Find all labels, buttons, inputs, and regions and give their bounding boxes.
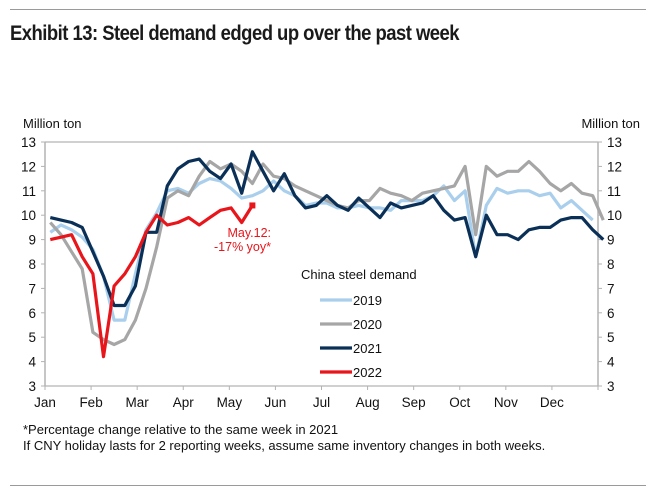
x-tick-label: Feb [79,395,102,410]
bottom-rule [10,485,646,486]
x-tick-label: Oct [449,395,470,410]
top-rule [10,9,646,10]
y-axis-label-left: Million ton [23,116,82,131]
y-tick-label-left: 13 [21,135,36,150]
series-lines [49,150,605,359]
y-tick-label-right: 10 [607,208,622,223]
footnote-2: If CNY holiday lasts for 2 reporting wee… [23,438,546,453]
legend: China steel demand 2019 2020 2021 2022 [301,267,417,380]
y-tick-label-left: 4 [28,355,36,370]
y-tick-label-right: 8 [607,257,615,272]
line-chart: 3 3 4 4 5 5 6 6 7 7 8 8 9 9 10 10 11 11 12 12 13 13 Million to… [21,116,640,410]
legend-label-2020: 2020 [353,317,382,332]
legend-label-2019: 2019 [353,293,382,308]
axes: 3 3 4 4 5 5 6 6 7 7 8 8 9 9 10 10 11 11 12 12 13 13 Million to… [21,116,640,410]
x-tick-label: Mar [126,395,150,410]
y-tick-label-left: 9 [28,233,36,248]
x-tick-label: Sep [402,395,426,410]
series-line-2021 [49,150,605,308]
x-tick-label: Jun [265,395,287,410]
series-line-2022 [49,204,254,359]
annotation-line-1: May.12: [227,226,271,240]
series-line-2020 [49,159,605,347]
annotation: May.12:-17% yoy* [214,226,271,254]
footnote-1: *Percentage change relative to the same … [23,422,339,437]
y-tick-label-right: 9 [607,233,615,248]
y-tick-label-right: 3 [607,379,615,394]
legend-label-2021: 2021 [353,341,382,356]
legend-label-2022: 2022 [353,365,382,380]
y-tick-label-left: 12 [21,159,36,174]
y-tick-label-right: 11 [607,184,621,199]
y-tick-label-left: 6 [28,306,36,321]
x-tick-label: Dec [540,395,564,410]
y-tick-label-left: 11 [22,184,36,199]
x-tick-label: Aug [356,395,380,410]
y-tick-label-left: 3 [28,379,36,394]
y-tick-label-right: 4 [607,355,615,370]
series-end-marker [249,202,256,209]
y-tick-label-left: 8 [28,257,36,272]
y-axis-label-right: Million ton [581,116,640,131]
x-tick-label: May [217,395,243,410]
x-tick-label: Jan [34,395,56,410]
chart-title: Exhibit 13: Steel demand edged up over t… [10,22,460,45]
y-tick-label-left: 10 [21,208,36,223]
y-tick-label-right: 13 [607,135,622,150]
y-tick-label-left: 7 [28,281,36,296]
annotation-line-2: -17% yoy* [214,240,271,254]
y-tick-label-right: 7 [607,281,615,296]
y-tick-label-right: 12 [607,159,622,174]
y-tick-label-left: 5 [28,330,36,345]
x-tick-label: Nov [494,395,518,410]
x-tick-label: Jul [313,395,330,410]
x-tick-label: Apr [173,395,195,410]
y-tick-label-right: 6 [607,306,615,321]
y-tick-label-right: 5 [607,330,615,345]
legend-title: China steel demand [301,267,417,282]
